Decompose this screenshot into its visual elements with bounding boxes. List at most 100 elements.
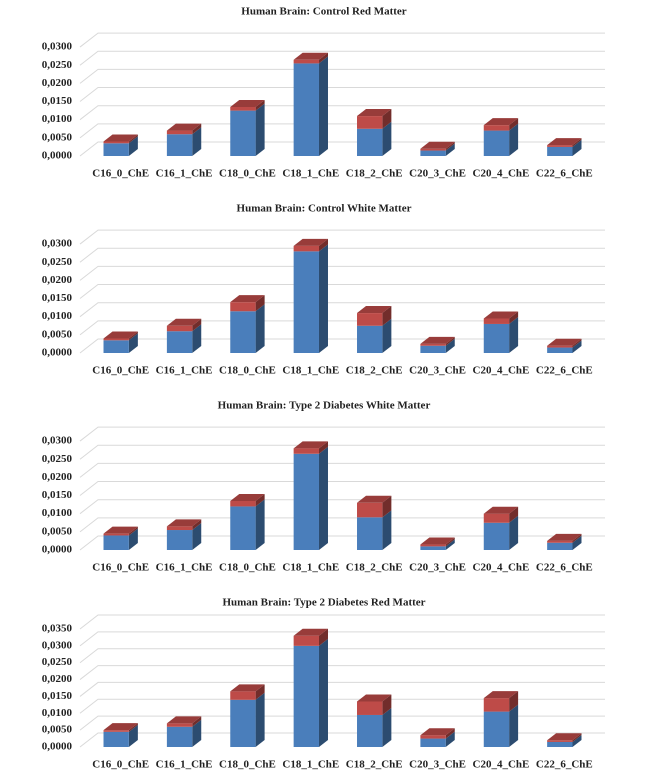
x-tick-label: C18_0_ChE [219, 365, 276, 377]
bar-side [255, 493, 265, 507]
bar-segment [103, 340, 129, 353]
grid-line [79, 229, 605, 245]
grid-line [79, 648, 605, 664]
grid-line [79, 698, 605, 714]
y-tick-label: 0,0000 [42, 741, 73, 753]
x-tick-label: C16_0_ChE [92, 562, 149, 574]
y-tick-label: 0,0100 [42, 507, 73, 519]
bar-segment [293, 453, 319, 550]
bar-segment [103, 730, 129, 732]
grid-line [79, 68, 605, 84]
x-tick-label: C20_3_ChE [409, 365, 466, 377]
bar-top [166, 318, 202, 326]
y-tick-label: 0,0300 [42, 238, 73, 250]
y-tick-label: 0,0250 [42, 656, 73, 668]
y-tick-label: 0,0150 [42, 292, 73, 304]
bar-side [255, 304, 265, 353]
x-tick-label: C16_1_ChE [156, 168, 213, 180]
bar-segment [420, 148, 446, 151]
bar-segment [103, 143, 129, 156]
bar-top [420, 728, 455, 736]
bar-top [230, 295, 265, 303]
y-tick-label: 0,0150 [42, 690, 73, 702]
bar-side [572, 139, 582, 156]
grid-line [79, 462, 605, 478]
bar-segment [166, 526, 193, 531]
y-tick-label: 0,0250 [42, 59, 73, 71]
grid-line [79, 284, 605, 299]
bar-segment [103, 535, 129, 550]
bar-segment [420, 735, 446, 739]
grid-line [79, 426, 605, 442]
bar-side [192, 318, 202, 332]
bar-segment [357, 116, 383, 129]
x-tick-label: C18_1_ChE [282, 168, 339, 180]
x-tick-label: C16_0_ChE [92, 365, 149, 377]
y-tick-label: 0,0300 [42, 41, 73, 53]
x-tick-label: C18_1_ChE [282, 562, 339, 574]
x-tick-label: C16_1_ChE [156, 562, 213, 574]
x-tick-label: C18_0_ChE [219, 168, 276, 180]
bar-top [166, 519, 202, 527]
bar-segment [166, 530, 193, 550]
bar-side [255, 295, 265, 312]
bar-top [103, 134, 138, 142]
bar-segment [230, 106, 256, 111]
bar-side [382, 318, 392, 353]
bar-segment [357, 701, 383, 715]
bar-side [255, 684, 265, 700]
bar-side [192, 519, 202, 531]
bar-side [509, 123, 519, 156]
bar-top [166, 716, 202, 724]
bar-top [483, 506, 519, 514]
chart-title: Human Brain: Control Red Matter [241, 6, 407, 18]
bar-segment [483, 711, 510, 747]
bar-top [230, 684, 265, 692]
bar-top [420, 336, 455, 344]
bar-side [509, 704, 519, 747]
x-tick-label: C16_0_ChE [92, 168, 149, 180]
bar-segment [483, 318, 510, 324]
y-tick-label: 0,0200 [42, 274, 73, 286]
bar-side [572, 138, 582, 147]
y-tick-label: 0,0250 [42, 453, 73, 465]
grid-line [79, 681, 605, 697]
bar-segment [230, 506, 256, 550]
bar-side [445, 338, 455, 353]
x-tick-label: C20_3_ChE [409, 759, 466, 771]
y-tick-label: 0,0000 [42, 347, 73, 359]
bar-side [318, 52, 328, 64]
bar-side [318, 56, 328, 156]
grid-line [79, 631, 605, 647]
x-tick-label: C18_1_ChE [282, 759, 339, 771]
bar-side [509, 316, 519, 353]
x-tick-label: C16_1_ChE [156, 759, 213, 771]
bar-segment [420, 546, 446, 550]
bar-segment [420, 150, 446, 156]
y-tick-label: 0,0200 [42, 471, 73, 483]
x-tick-label: C18_2_ChE [346, 562, 403, 574]
bar-side [382, 109, 392, 129]
bar-top [420, 141, 455, 149]
bar-segment [103, 338, 129, 341]
y-tick-label: 0,0100 [42, 113, 73, 125]
bar-top [357, 306, 392, 314]
bar-segment [293, 635, 319, 646]
grid-line [79, 247, 605, 263]
bar-side [255, 99, 265, 111]
bar-top [293, 441, 328, 449]
bar-side [192, 127, 202, 156]
x-tick-label: C20_4_ChE [473, 562, 530, 574]
bar-segment [293, 63, 319, 156]
grid-line [79, 123, 605, 139]
bar-segment [547, 741, 573, 747]
x-tick-label: C22_6_ChE [536, 168, 593, 180]
bar-top [547, 733, 582, 741]
bar-top [547, 338, 582, 346]
bar-side [382, 510, 392, 550]
x-tick-label: C20_4_ChE [473, 759, 530, 771]
bar-side [572, 734, 582, 747]
chart-title: Human Brain: Type 2 Diabetes Red Matter [222, 597, 425, 609]
bar-side [572, 733, 582, 742]
bar-segment [483, 125, 510, 131]
